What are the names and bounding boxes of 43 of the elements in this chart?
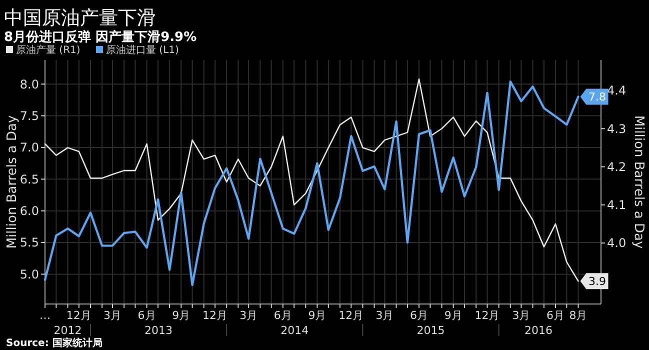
x-tick-label: 9月 (444, 309, 462, 322)
y-tick-label: 5.0 (20, 267, 39, 282)
x-tick-label: 8月 (569, 309, 588, 322)
source-note: Source: 国家统计局 (6, 337, 102, 349)
data-label: 3.9 (588, 275, 606, 288)
legend-label: 原油产量 (R1) (16, 44, 80, 56)
x-tick-label: … (40, 309, 50, 322)
text: 2015 (416, 324, 445, 337)
y-tick-label: 5.5 (20, 236, 39, 250)
text: 2016 (524, 324, 553, 337)
y-tick-label: 6.0 (20, 204, 39, 218)
y-tick-label: 7.5 (20, 108, 39, 123)
y2-tick-label: 4.0 (607, 236, 626, 250)
x-tick-label: 9月 (172, 309, 190, 322)
y-axis-title: Million Barrels a Day (5, 115, 20, 249)
y2-axis-title: Million Barrels a Day (631, 115, 646, 249)
x-tick-label: 6月 (546, 309, 565, 322)
x-tick-label: 6月 (274, 309, 292, 322)
y2-tick-label: 4.1 (607, 198, 626, 212)
y-tick-label: 7.0 (20, 140, 39, 155)
text: 2012 (54, 324, 82, 337)
x-tick-label: 12月 (474, 309, 500, 322)
x-tick-label: 3月 (512, 309, 530, 322)
x-tick-label: 12月 (338, 309, 364, 322)
x-tick-label: 3月 (376, 309, 394, 322)
x-tick-label: 3月 (103, 309, 122, 322)
y2-tick-label: 4.3 (607, 122, 626, 136)
chart-title: 中国原油产量下滑 (4, 7, 156, 29)
x-tick-label: 6月 (138, 309, 156, 322)
chart-subtitle: 8月份进口反弹 因产量下滑9.9% (4, 29, 197, 45)
text: 2013 (144, 324, 173, 337)
data-label: 7.8 (588, 90, 606, 104)
text: 2014 (280, 324, 309, 337)
x-tick-label: 12月 (66, 309, 92, 322)
x-tick-label: 3月 (240, 309, 258, 322)
y-tick-label: 8.0 (20, 77, 39, 92)
x-tick-label: 6月 (410, 309, 428, 322)
x-tick-label: 9月 (308, 309, 326, 322)
legend-label: 原油进口量 (L1) (106, 44, 180, 56)
y-tick-label: 6.5 (20, 172, 39, 186)
y2-tick-label: 4.2 (607, 160, 626, 174)
y2-tick-label: 4.4 (607, 84, 626, 98)
x-tick-label: 12月 (202, 309, 228, 322)
